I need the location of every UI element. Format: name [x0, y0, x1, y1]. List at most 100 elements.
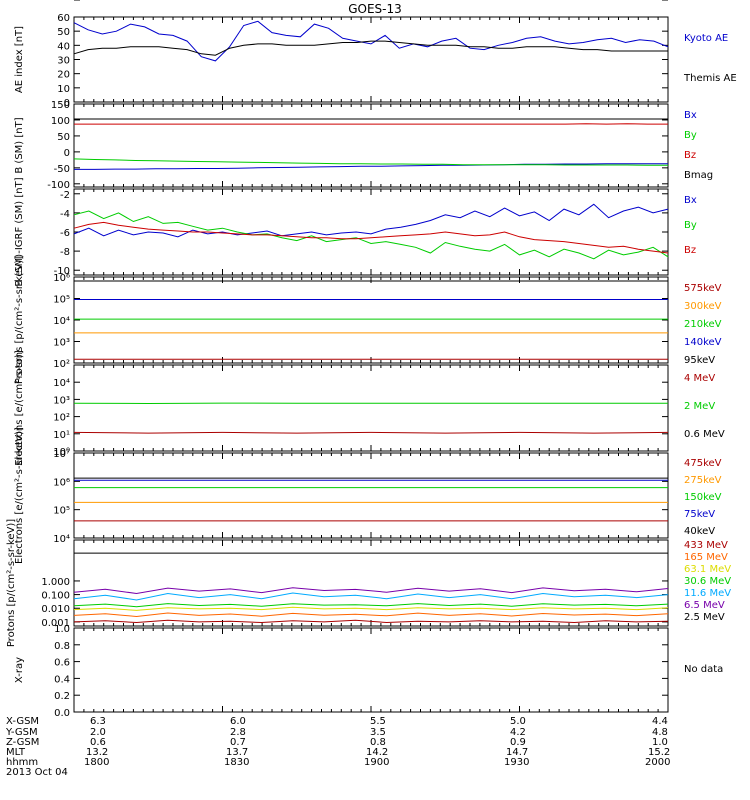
- y-tick-label: 10⁵: [53, 295, 70, 306]
- y-axis-label: B (SM) [nT]: [14, 117, 25, 173]
- y-tick-label: 0.0: [54, 708, 70, 719]
- y-axis-label: Protons [p/(cm²-s-sr-keV)]: [14, 256, 25, 384]
- legend-95kev: 95keV: [684, 355, 715, 366]
- row-label: hhmm: [6, 757, 39, 768]
- y-axis-label: X-ray: [14, 657, 25, 683]
- legend-11.6-mev: 11.6 MeV: [684, 588, 731, 599]
- y-tick-label: 10⁶: [53, 273, 70, 284]
- legend-140kev: 140keV: [684, 337, 722, 348]
- legend-bx: Bx: [684, 195, 697, 206]
- y-tick-label: 10³: [53, 395, 70, 406]
- series-ae-themis-ae: [73, 40, 668, 56]
- row-label: Z-GSM: [6, 737, 40, 748]
- y-tick-label: 10²: [53, 413, 70, 424]
- series-bigrf-by: [73, 210, 669, 260]
- y-tick-label: 100: [51, 116, 70, 127]
- legend-2-mev: 2 MeV: [684, 401, 715, 412]
- row-value: 5.5: [370, 716, 386, 727]
- legend-475kev: 475keV: [684, 458, 722, 469]
- row-value: 0.7: [230, 737, 246, 748]
- y-tick-label: 100.000: [29, 0, 70, 3]
- y-axis-label: Protons [p/(cm²-s-sr-keV)]: [6, 519, 17, 647]
- legend-210kev: 210keV: [684, 319, 722, 330]
- series-protons-mev-433-mev: [73, 619, 669, 624]
- ephemeris-row-y-gsm: Y-GSM 2.0 2.8 3.5 4.2 4.8: [0, 727, 750, 738]
- y-tick-label: 0.2: [54, 691, 70, 702]
- y-tick-label: 50: [57, 132, 70, 143]
- row-value: 1900: [364, 757, 390, 768]
- y-tick-label: 0.100: [41, 591, 70, 602]
- legend-75kev: 75keV: [684, 509, 715, 520]
- row-value: 6.0: [230, 716, 246, 727]
- legend-bz: Bz: [684, 245, 696, 256]
- panel-frame-protons: [73, 276, 669, 364]
- y-axis-label: Electrons [e/(cm²-s-sr-keV)]: [14, 427, 25, 564]
- ephemeris-row-date: 2013 Oct 04: [0, 767, 750, 778]
- row-value: 14.7: [506, 747, 529, 758]
- y-tick-label: 10³: [53, 338, 70, 349]
- y-tick-label: 0: [64, 148, 70, 159]
- y-tick-label: 1.0: [54, 624, 70, 635]
- plot-date: 2013 Oct 04: [6, 767, 68, 778]
- legend-bx: Bx: [684, 110, 697, 121]
- legend-433-mev: 433 MeV: [684, 540, 728, 551]
- y-tick-label: 60: [57, 13, 70, 24]
- y-tick-label: 10⁴: [53, 534, 70, 545]
- y-tick-label: 1000.000: [22, 0, 70, 3]
- y-tick-label: -50: [54, 164, 70, 175]
- y-axis-label: AE index [nT]: [14, 26, 25, 93]
- series-protons-mev-165-mev: [73, 612, 669, 618]
- panel-frame-electrons-kev: [73, 452, 669, 539]
- row-value: 4.4: [652, 716, 668, 727]
- ephemeris-row-z-gsm: Z-GSM 0.6 0.7 0.8 0.9 1.0: [0, 737, 750, 748]
- row-value: 1930: [504, 757, 530, 768]
- legend-kyoto-ae: Kyoto AE: [684, 33, 728, 44]
- y-tick-label: 10.000: [35, 0, 70, 3]
- y-tick-label: 10⁵: [53, 506, 70, 517]
- series-electrons-mev-4-mev: [73, 431, 669, 434]
- panel-frame-bigrf: [73, 188, 669, 276]
- panel-frame-xray: [73, 627, 669, 713]
- y-tick-label: 0.4: [54, 674, 70, 685]
- row-label: X-GSM: [6, 716, 40, 727]
- ephemeris-row-x-gsm: X-GSM 6.3 6.0 5.5 5.0 4.4: [0, 716, 750, 727]
- panel-frame-bsm: [73, 103, 669, 188]
- y-tick-label: -100: [47, 180, 70, 191]
- y-axis-label: Electrons [e/(cm²-s-sr)]: [14, 350, 25, 466]
- panel-frame-electrons-mev: [73, 364, 669, 452]
- legend-275kev: 275keV: [684, 475, 722, 486]
- row-value: 6.3: [90, 716, 106, 727]
- row-value: 13.7: [226, 747, 249, 758]
- y-tick-label: 10⁷: [53, 449, 70, 460]
- y-axis-label: B (SM)-IGRF (SM) [nT]: [14, 177, 25, 286]
- y-tick-label: 0: [64, 98, 70, 109]
- legend-6.5-mev: 6.5 MeV: [684, 600, 725, 611]
- legend-bz: Bz: [684, 150, 696, 161]
- y-tick-label: -6: [60, 228, 70, 239]
- y-tick-label: 20: [57, 70, 70, 81]
- legend-165-mev: 165 MeV: [684, 552, 728, 563]
- y-tick-label: 10⁴: [53, 378, 70, 389]
- y-tick-label: 10: [57, 84, 70, 95]
- y-tick-label: 50: [57, 27, 70, 38]
- y-tick-label: 0.8: [54, 641, 70, 652]
- series-bigrf-bx: [73, 203, 669, 238]
- legend-4-mev: 4 MeV: [684, 373, 715, 384]
- row-value: 2.8: [230, 727, 246, 738]
- y-tick-label: 1.000: [41, 577, 70, 588]
- legend-150kev: 150keV: [684, 492, 722, 503]
- row-value: 2000: [645, 757, 671, 768]
- plot-title: GOES-13: [348, 2, 402, 16]
- series-bsm-by: [73, 158, 668, 166]
- row-label: MLT: [6, 747, 25, 758]
- row-value: 4.8: [652, 727, 668, 738]
- y-tick-label: 150: [51, 100, 70, 111]
- y-tick-label: -8: [60, 247, 70, 258]
- ephemeris-row-mlt: MLT 13.2 13.7 14.2 14.7 15.2: [0, 747, 750, 758]
- series-protons-mev-6.5-mev: [73, 587, 669, 595]
- row-value: 0.6: [90, 737, 106, 748]
- ephemeris-table: X-GSM 6.3 6.0 5.5 5.0 4.4 Y-GSM 2.0 2.8 …: [0, 712, 750, 800]
- series-bigrf-bz: [73, 221, 669, 254]
- y-tick-label: 10⁴: [53, 316, 70, 327]
